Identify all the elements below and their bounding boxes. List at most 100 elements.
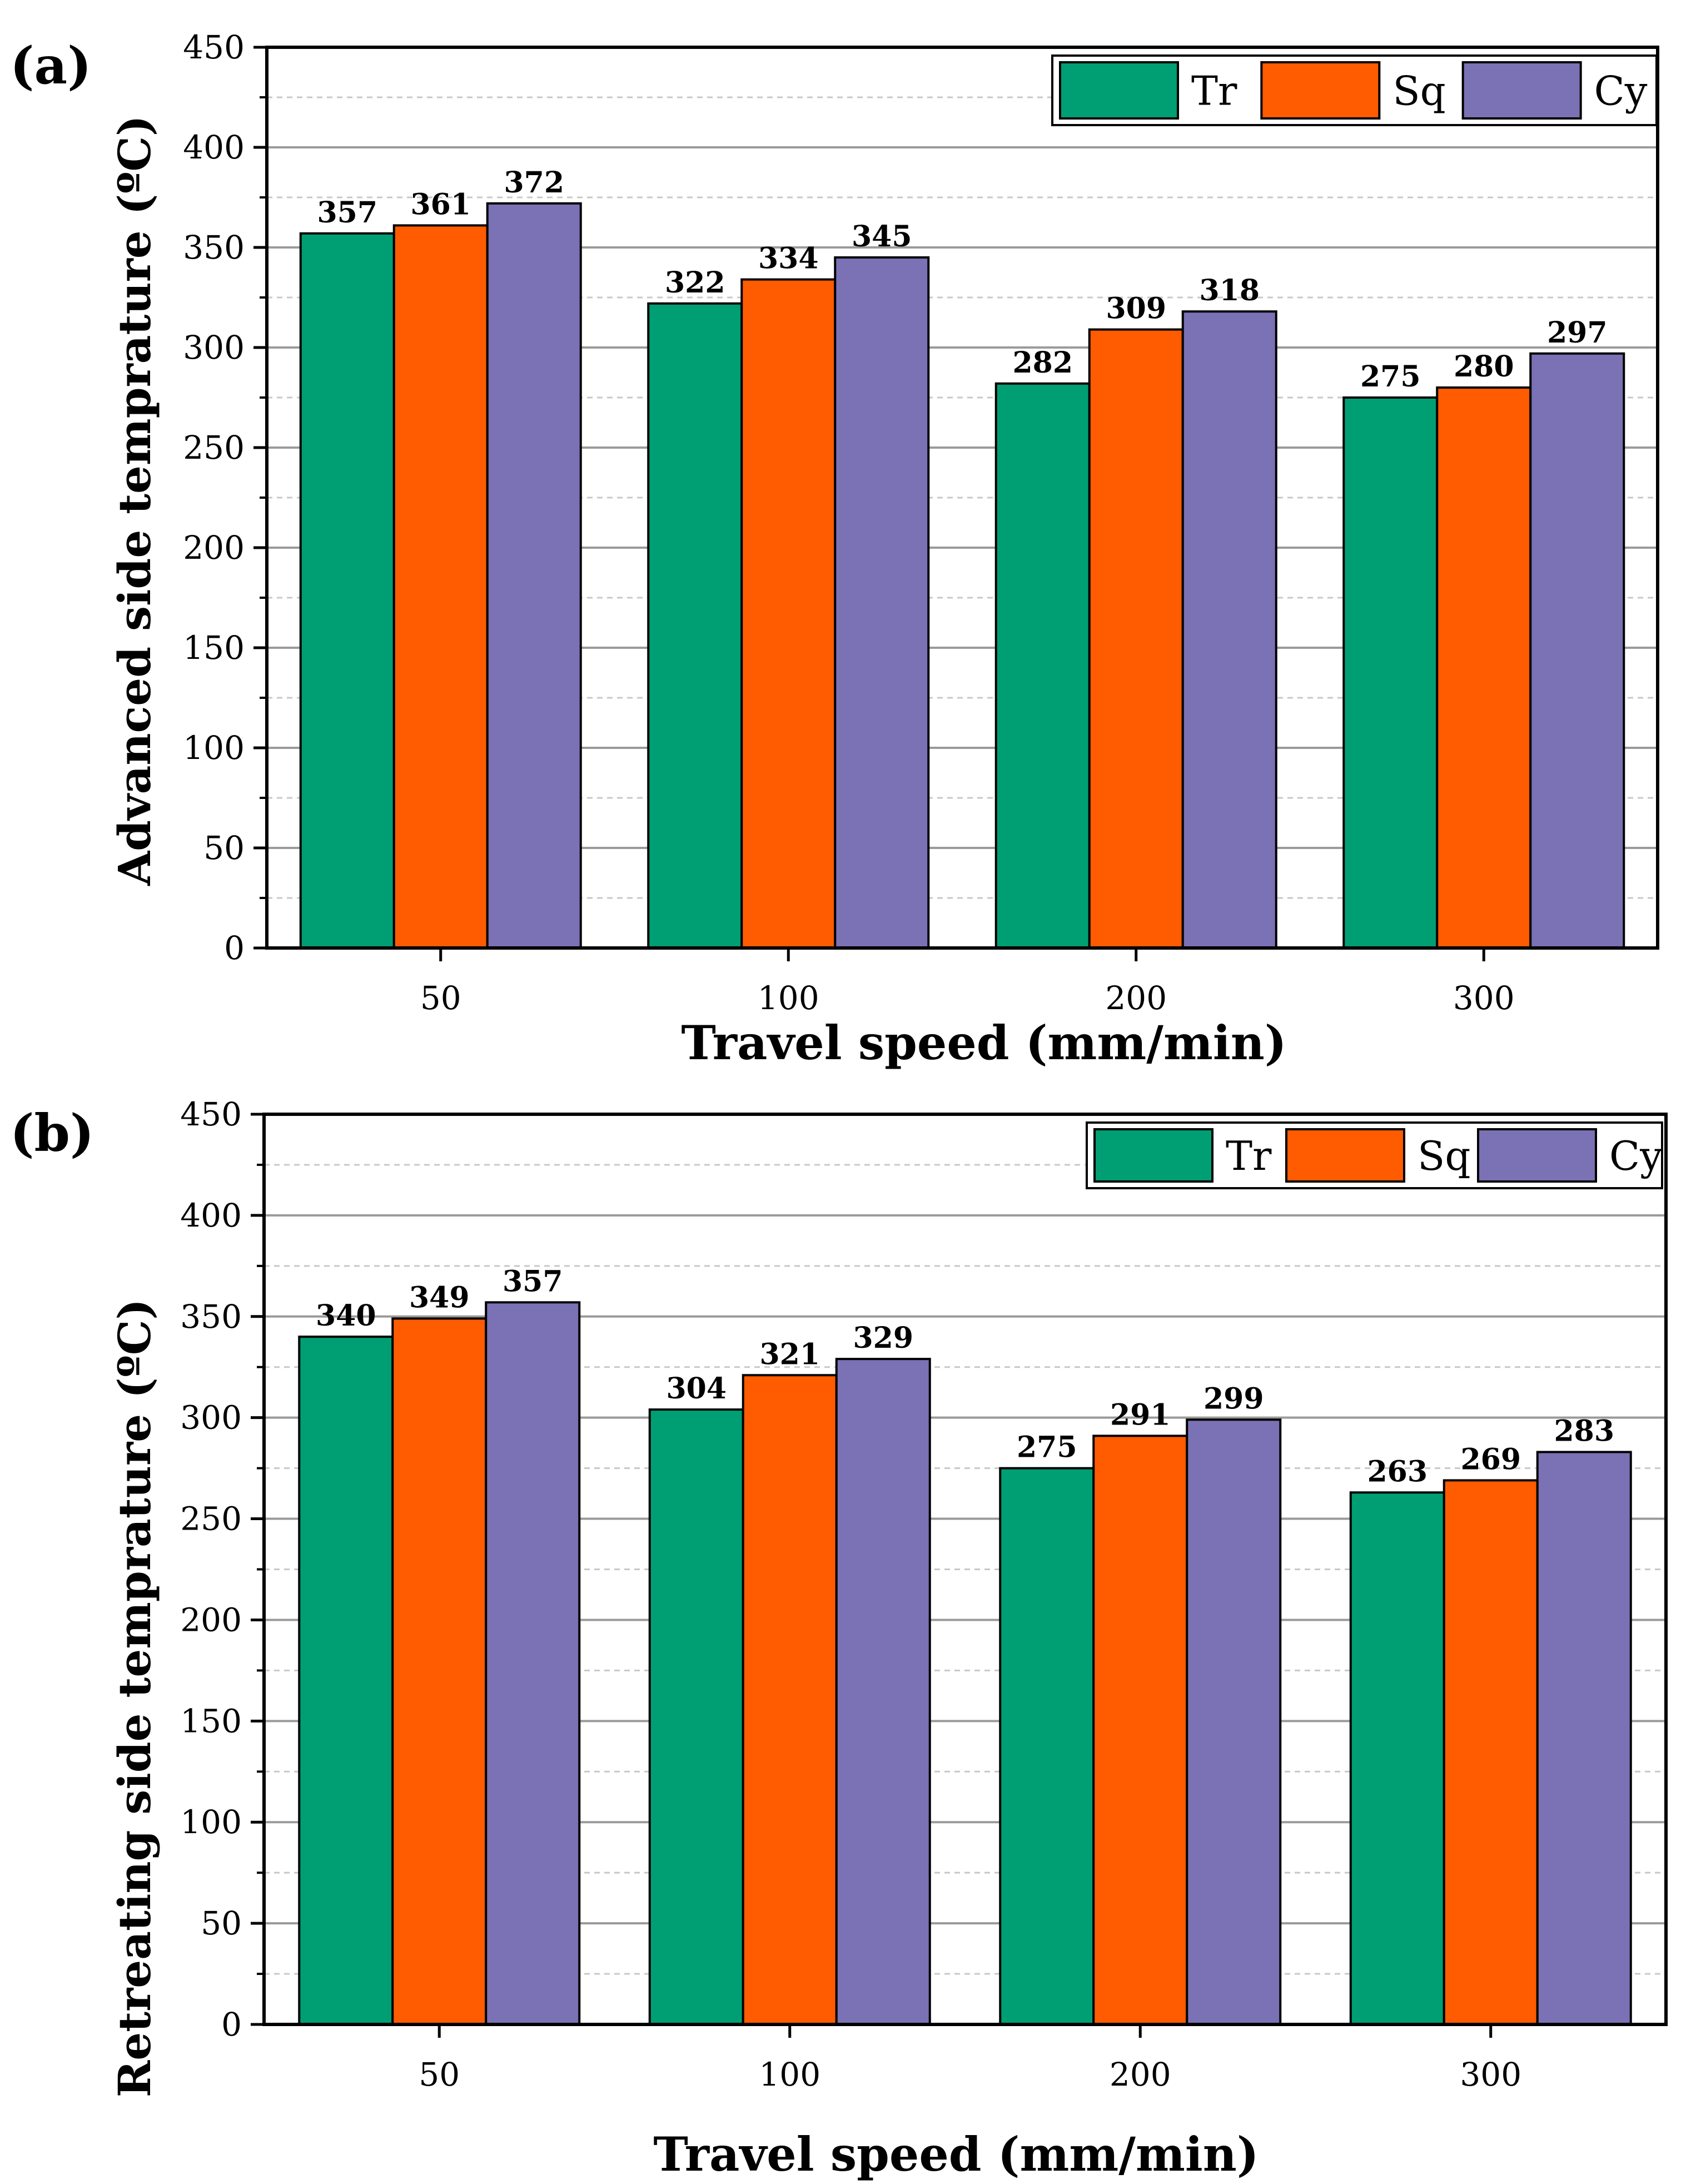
x-axis-title-a: Travel speed (mm/min) [681, 1015, 1286, 1070]
data-label-tr-300-a: 275 [1360, 360, 1421, 394]
data-label-tr-100-a: 322 [665, 266, 725, 300]
x-tick-label-b: 50 [419, 2056, 460, 2093]
y-tick-label-a: 200 [183, 529, 245, 567]
bar-cy-300-a [1529, 352, 1625, 949]
legend-label-sq-a: Sq [1392, 68, 1445, 115]
y-tick-label-b: 150 [180, 1702, 242, 1740]
bar-tr-50-b [298, 1336, 394, 2026]
plot-frame-a [265, 46, 1659, 950]
x-tick-label-b: 200 [1110, 2056, 1171, 2093]
bar-sq-100-a [740, 278, 837, 950]
panel-label-b: (b) [10, 1103, 94, 1163]
bar-cy-100-a [834, 256, 930, 949]
bar-cy-50-a [486, 202, 582, 949]
legend-label-sq-b: Sq [1418, 1133, 1470, 1179]
data-label-cy-300-a: 297 [1547, 316, 1608, 350]
legend-label-cy-a: Cy [1594, 68, 1648, 115]
y-tick-label-a: 0 [224, 929, 245, 967]
panel-label-a: (a) [10, 36, 92, 96]
chart-panel-a: (a) Advanced side temprature (ºC) Travel… [10, 28, 1659, 1070]
bar-tr-200-b [999, 1467, 1095, 2026]
data-label-cy-200-a: 318 [1199, 274, 1260, 307]
data-label-cy-300-b: 283 [1554, 1414, 1614, 1448]
chart-b-canvas: (b) Retreating side temprature (ºC) Trav… [10, 1095, 1668, 2182]
y-tick-label-a: 400 [183, 128, 245, 166]
y-tick-label-b: 300 [180, 1399, 242, 1437]
y-tick-label-b: 450 [180, 1095, 242, 1133]
y-tick-label-b: 200 [180, 1601, 242, 1639]
y-tick-label-a: 50 [203, 829, 245, 867]
legend-label-tr-a: Tr [1191, 68, 1237, 115]
x-tick-label-b: 300 [1460, 2056, 1521, 2093]
data-label-sq-300-b: 269 [1460, 1442, 1521, 1476]
legend-swatch-tr-a [1059, 61, 1179, 120]
bar-sq-50-a [392, 224, 489, 949]
legend-label-cy-b: Cy [1609, 1133, 1663, 1179]
data-label-tr-300-b: 263 [1367, 1455, 1428, 1488]
x-tick-label-a: 100 [758, 979, 819, 1017]
x-axis-title-b: Travel speed (mm/min) [653, 2127, 1259, 2182]
legend-swatch-sq-b [1285, 1128, 1405, 1183]
bar-sq-300-b [1443, 1479, 1539, 2026]
bar-tr-300-a [1342, 396, 1439, 949]
data-label-sq-200-b: 291 [1110, 1398, 1171, 1432]
data-label-sq-200-a: 309 [1106, 292, 1166, 326]
data-label-tr-200-a: 282 [1012, 346, 1073, 380]
y-tick-label-a: 300 [183, 329, 245, 366]
y-axis-title-b: Retreating side temprature (ºC) [108, 1299, 161, 2097]
bar-tr-50-a [299, 232, 395, 949]
data-label-sq-100-a: 334 [758, 242, 819, 276]
data-label-sq-50-b: 349 [409, 1280, 470, 1314]
bar-cy-200-b [1186, 1418, 1282, 2026]
bar-tr-300-b [1349, 1491, 1445, 2026]
x-tick-label-a: 300 [1453, 979, 1515, 1017]
bar-cy-300-b [1536, 1451, 1632, 2026]
legend-swatch-cy-a [1461, 61, 1582, 120]
bar-tr-100-b [648, 1408, 744, 2026]
y-tick-label-a: 150 [183, 629, 245, 667]
bar-sq-200-b [1092, 1435, 1188, 2026]
chart-panel-b: (b) Retreating side temprature (ºC) Trav… [0, 1092, 1691, 2184]
y-tick-label-a: 350 [183, 229, 245, 266]
y-tick-label-b: 100 [180, 1803, 242, 1841]
bar-tr-100-a [647, 302, 743, 949]
bar-cy-100-b [835, 1358, 931, 2026]
y-tick-label-b: 0 [221, 2006, 242, 2043]
data-label-sq-50-a: 361 [410, 187, 471, 221]
bar-sq-200-a [1088, 328, 1184, 949]
y-tick-label-b: 400 [180, 1197, 242, 1234]
data-label-sq-100-b: 321 [759, 1337, 820, 1371]
plot-frame-b [262, 1113, 1668, 2026]
bar-sq-100-b [742, 1374, 838, 2026]
legend-swatch-sq-a [1260, 61, 1381, 120]
data-label-sq-300-a: 280 [1454, 350, 1514, 384]
legend-swatch-tr-b [1093, 1128, 1213, 1183]
y-tick-label-a: 100 [183, 729, 245, 767]
y-tick-label-a: 450 [183, 28, 245, 66]
bar-sq-300-a [1436, 386, 1532, 949]
data-label-tr-50-a: 357 [317, 196, 377, 230]
y-tick-label-b: 350 [180, 1298, 242, 1336]
data-label-cy-50-a: 372 [504, 166, 564, 200]
x-tick-label-b: 100 [759, 2056, 820, 2093]
data-label-cy-200-b: 299 [1203, 1382, 1264, 1416]
data-label-cy-100-b: 329 [853, 1321, 913, 1355]
y-tick-label-b: 50 [201, 1904, 242, 1942]
y-tick-label-a: 250 [183, 429, 245, 466]
data-label-cy-100-a: 345 [852, 220, 912, 254]
data-label-tr-200-b: 275 [1017, 1431, 1077, 1465]
chart-a-canvas: (a) Advanced side temprature (ºC) Travel… [10, 28, 1659, 1070]
x-tick-label-a: 50 [420, 979, 461, 1017]
legend-label-tr-b: Tr [1226, 1133, 1272, 1179]
bar-sq-50-b [391, 1317, 488, 2026]
x-tick-label-a: 200 [1105, 979, 1167, 1017]
data-label-tr-50-b: 340 [316, 1299, 376, 1333]
bar-tr-200-a [994, 382, 1091, 949]
y-tick-label-b: 250 [180, 1500, 242, 1538]
bar-cy-200-a [1181, 310, 1277, 950]
data-label-cy-50-b: 357 [503, 1264, 563, 1298]
y-axis-title-a: Advanced side temprature (ºC) [108, 115, 161, 886]
bar-cy-50-b [485, 1301, 581, 2026]
legend-swatch-cy-b [1477, 1128, 1597, 1183]
data-label-tr-100-b: 304 [666, 1372, 727, 1406]
